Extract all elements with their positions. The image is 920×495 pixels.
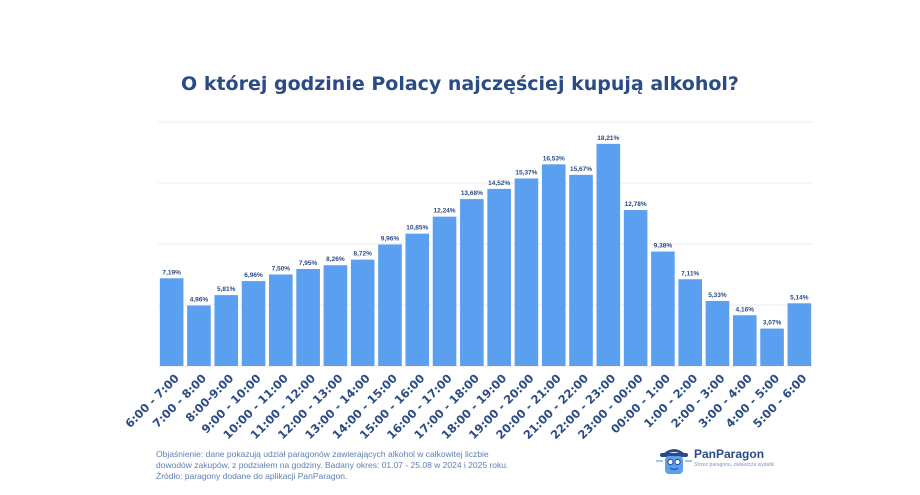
value-label-11: 13,68% [461, 190, 483, 197]
value-label-17: 12,78% [625, 201, 647, 208]
bar-10 [432, 216, 457, 366]
gridlines [158, 121, 813, 367]
bar-9 [405, 233, 430, 366]
value-label-1: 4,96% [190, 296, 209, 303]
note-line-2: dowodów zakupów, z podziałem na godziny.… [156, 460, 509, 470]
value-label-5: 7,95% [299, 260, 318, 267]
bar-2 [214, 295, 239, 366]
mascot-icon [656, 449, 692, 474]
value-labels: 7,19% 4,96% 5,81% 6,96% 7,50% 7,95% 8,26% 8,72%… [162, 135, 808, 327]
value-label-13: 15,37% [515, 169, 537, 176]
value-label-15: 15,67% [570, 166, 592, 173]
bar-21 [732, 315, 757, 366]
value-label-9: 10,85% [406, 225, 428, 232]
x-tick-labels: 6:00 - 7:007:00 - 8:008:00-9:009:00 - 10… [122, 371, 809, 442]
value-label-8: 9,96% [381, 235, 400, 242]
bar-13 [514, 178, 539, 366]
value-label-21: 4,16% [736, 306, 755, 313]
bar-16 [596, 143, 621, 366]
value-label-14: 16,53% [543, 155, 565, 162]
value-label-20: 5,33% [708, 292, 727, 299]
value-label-7: 8,72% [353, 251, 372, 258]
bar-5 [296, 269, 320, 366]
bar-22 [760, 328, 784, 366]
bar-12 [487, 188, 511, 366]
bar-3 [241, 281, 266, 366]
explanation-note: Objaśnienie: dane pokazują udział parago… [156, 449, 556, 482]
logo-name: PanParagon [694, 447, 765, 461]
bar-4 [269, 274, 293, 366]
bars [159, 143, 812, 366]
chart-title: O której godzinie Polacy najczęściej kup… [181, 73, 739, 95]
value-label-6: 8,26% [326, 256, 345, 263]
bar-18 [651, 251, 675, 366]
value-label-3: 6,96% [244, 272, 263, 279]
value-label-12: 14,52% [488, 180, 510, 187]
bar-8 [378, 244, 402, 366]
note-line-3: Źródło: paragony dodane do aplikacji Pan… [156, 471, 348, 481]
bar-17 [623, 210, 648, 366]
panparagon-logo: PanParagon Strzeż paragonu, zwłaszcza wy… [656, 440, 786, 480]
logo-tagline: Strzeż paragonu, zwłaszcza wydatki [694, 462, 775, 468]
value-label-16: 18,21% [597, 135, 619, 142]
bar-6 [323, 265, 348, 366]
value-label-4: 7,50% [272, 266, 291, 273]
bar-23 [787, 303, 812, 366]
value-label-0: 7,19% [162, 269, 181, 276]
bar-0 [159, 278, 184, 366]
bar-15 [569, 174, 593, 366]
value-label-2: 5,81% [217, 286, 236, 293]
bar-7 [350, 259, 375, 366]
bar-19 [678, 279, 702, 366]
bar-1 [187, 305, 211, 366]
bar-14 [541, 164, 566, 366]
value-label-19: 7,11% [681, 270, 699, 277]
bar-20 [705, 300, 730, 366]
value-label-22: 3,07% [763, 320, 782, 327]
value-label-10: 12,24% [434, 208, 456, 215]
note-line-1: Objaśnienie: dane pokazują udział parago… [156, 449, 489, 459]
value-label-23: 5,14% [790, 294, 809, 301]
value-label-18: 9,38% [654, 243, 673, 250]
bar-11 [460, 199, 484, 366]
